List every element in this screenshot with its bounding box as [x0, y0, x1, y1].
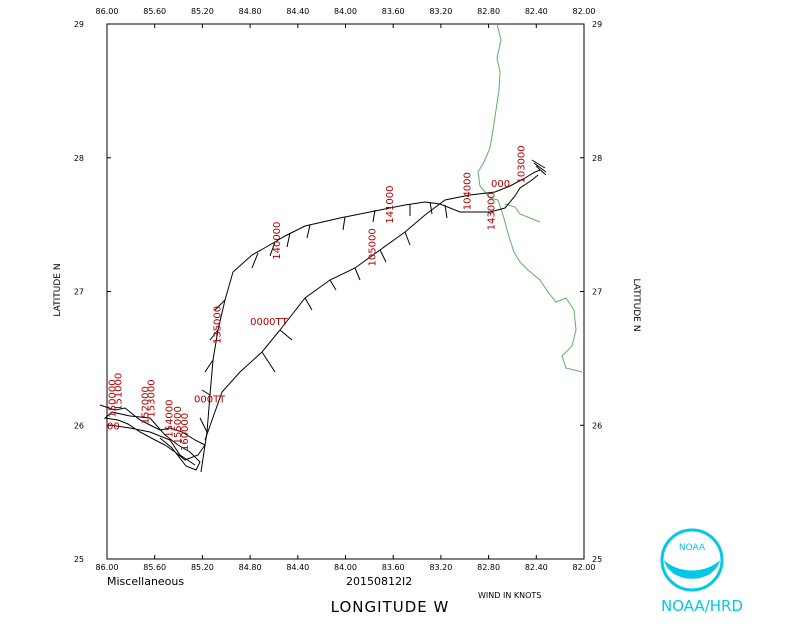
noaa-emblem-text: NOAA — [679, 543, 706, 553]
time-label: 152000 — [141, 386, 152, 424]
time-label: 141000 — [385, 185, 396, 223]
time-label: 105000 — [367, 228, 378, 266]
y-tick-labels-left: 25 26 27 28 29 — [74, 20, 111, 564]
time-label: 150000 — [107, 379, 118, 417]
y-tick-labels-right: 25 26 27 28 29 — [580, 20, 602, 564]
y-tick-label-right: 25 — [592, 555, 602, 564]
time-label: 104000 — [463, 172, 474, 210]
y-axis-title-left: LATITUDE N — [53, 263, 63, 316]
noaa-emblem-ring — [660, 528, 724, 592]
x-tick-label-bottom: 84.40 — [286, 563, 309, 572]
x-tick-label-top: 82.00 — [573, 7, 596, 16]
y-tick-label-right: 29 — [592, 20, 602, 29]
y-axis-title-right: LATITUDE N — [631, 278, 641, 331]
noaa-emblem-bird — [664, 560, 720, 579]
flight-track-main — [200, 174, 539, 473]
time-label: 155000 — [173, 406, 184, 444]
time-label: 135000 — [212, 306, 223, 344]
x-tick-label-top: 85.60 — [143, 7, 166, 16]
y-tick-label-right: 28 — [592, 154, 602, 163]
y-tick-label-left: 27 — [74, 288, 84, 297]
x-tick-label-bottom: 82.40 — [525, 563, 548, 572]
time-label: 153000 — [147, 379, 158, 417]
x-tick-label-top: 83.20 — [429, 7, 452, 16]
noaa-logo-text: NOAA/HRD — [661, 597, 743, 615]
wind-barbs — [199, 159, 547, 433]
coastline — [477, 23, 583, 373]
x-tick-label-top: 84.40 — [286, 7, 309, 16]
x-tick-label-bottom: 82.80 — [477, 563, 500, 572]
x-tick-label-bottom: 85.20 — [191, 563, 214, 572]
time-label: 103000 — [516, 145, 527, 183]
y-tick-label-left: 26 — [74, 421, 84, 430]
x-tick-label-bottom: 84.80 — [239, 563, 262, 572]
x-tick-label-top: 83.60 — [382, 7, 405, 16]
x-tick-label-bottom: 86.00 — [96, 563, 119, 572]
wind-units-label: WIND IN KNOTS — [478, 591, 541, 600]
x-axis-title: LONGITUDE W — [331, 598, 450, 616]
y-tick-label-left: 28 — [74, 154, 84, 163]
time-label: 143000 — [487, 192, 498, 230]
x-tick-label-top: 82.40 — [525, 7, 548, 16]
time-label: 151000 — [113, 373, 124, 411]
x-tick-label-bottom: 84.00 — [334, 563, 357, 572]
y-tick-label-left: 25 — [74, 555, 84, 564]
x-tick-label-bottom: 85.60 — [143, 563, 166, 572]
x-tick-label-top: 84.80 — [239, 7, 262, 16]
time-labels: 140000 141000 135000 105000 104000 103000 1430… — [107, 145, 527, 451]
x-tick-labels-bottom: 86.00 85.60 85.20 84.80 84.40 84.00 83.60 83.20… — [96, 555, 596, 572]
flight-track-loiter — [99, 404, 206, 471]
x-tick-labels-top: 86.00 85.60 85.20 84.80 84.40 84.00 83.60 83.20… — [96, 7, 596, 28]
time-label: 000 — [491, 179, 510, 190]
y-tick-label-right: 27 — [592, 288, 602, 297]
time-label: 154000 — [165, 399, 176, 437]
time-label: 160000 — [180, 413, 191, 451]
y-tick-label-right: 26 — [592, 421, 602, 430]
bottom-left-label: Miscellaneous — [107, 575, 184, 588]
noaa-logo: NOAA NOAA/HRD — [660, 528, 743, 615]
time-label: 000TT — [194, 395, 226, 406]
y-tick-label-left: 29 — [74, 20, 84, 29]
x-tick-label-bottom: 83.20 — [429, 563, 452, 572]
x-tick-label-top: 82.80 — [477, 7, 500, 16]
plot-frame — [106, 23, 585, 560]
time-label: 0000TT — [250, 317, 288, 328]
x-tick-label-top: 84.00 — [334, 7, 357, 16]
x-tick-label-bottom: 83.60 — [382, 563, 405, 572]
time-label: 140000 — [272, 222, 283, 260]
x-tick-label-top: 86.00 — [96, 7, 119, 16]
flight-track-return — [204, 169, 541, 441]
time-label: 00 — [107, 421, 120, 432]
bottom-center-label: 20150812I2 — [346, 575, 412, 588]
x-tick-label-bottom: 82.00 — [573, 563, 596, 572]
x-tick-label-top: 85.20 — [191, 7, 214, 16]
